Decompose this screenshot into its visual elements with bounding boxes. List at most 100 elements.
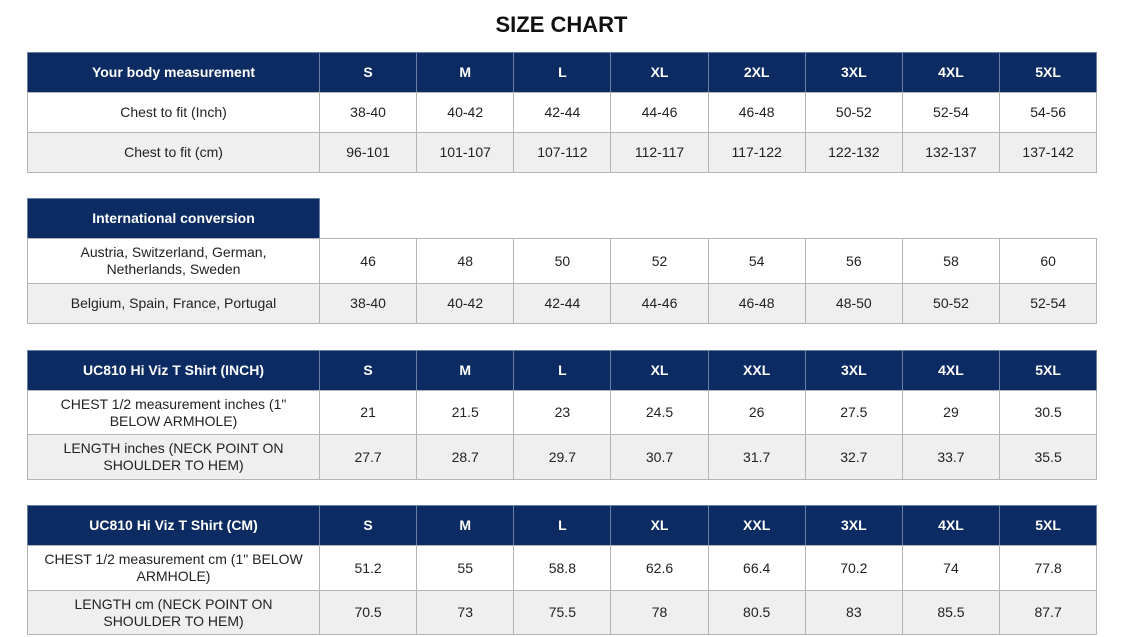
header-cell: 5XL	[999, 350, 1098, 391]
row-label: Chest to fit (Inch)	[27, 92, 320, 133]
table-cell: 132-137	[901, 132, 1001, 173]
table-cell: 50-52	[901, 283, 1001, 324]
table-cell: 122-132	[804, 132, 903, 173]
table-cell: 28.7	[416, 434, 515, 480]
header-cell: 3XL	[804, 350, 903, 391]
header-cell: M	[416, 52, 515, 93]
table-cell: 137-142	[999, 132, 1098, 173]
header-cell: Your body measurement	[27, 52, 320, 93]
header-cell: XXL	[707, 505, 806, 546]
table-cell: 52-54	[901, 92, 1001, 133]
table-cell: 56	[804, 238, 903, 284]
table-cell: 70.2	[804, 545, 903, 591]
table-cell: 54	[707, 238, 806, 284]
table-cell: 73	[416, 590, 515, 635]
table-cell: 33.7	[901, 434, 1001, 480]
header-cell: S	[319, 505, 418, 546]
header-cell: 4XL	[901, 52, 1001, 93]
table-cell: 24.5	[610, 390, 709, 435]
table-cell: 31.7	[707, 434, 806, 480]
table-cell: 85.5	[901, 590, 1001, 635]
header-cell: International conversion	[27, 198, 320, 239]
table-cell: 78	[610, 590, 709, 635]
header-cell: 3XL	[804, 505, 903, 546]
table-cell: 46-48	[707, 283, 806, 324]
header-cell: L	[513, 350, 612, 391]
header-cell: 4XL	[901, 350, 1001, 391]
table-cell: 62.6	[610, 545, 709, 591]
table-cell: 50-52	[804, 92, 903, 133]
table-cell: 48-50	[804, 283, 903, 324]
table-cell: 52	[610, 238, 709, 284]
page-title: SIZE CHART	[495, 12, 628, 37]
header-cell: XL	[610, 505, 709, 546]
table-cell: 101-107	[416, 132, 515, 173]
table-cell: 26	[707, 390, 806, 435]
table-cell: 96-101	[319, 132, 418, 173]
row-label: Belgium, Spain, France, Portugal	[27, 283, 320, 324]
table-cell: 112-117	[610, 132, 709, 173]
header-cell: 4XL	[901, 505, 1001, 546]
row-label: Austria, Switzerland, German, Netherland…	[27, 238, 320, 284]
table-cell: 40-42	[416, 283, 515, 324]
table-cell: 46-48	[707, 92, 806, 133]
row-label: Chest to fit (cm)	[27, 132, 320, 173]
table-cell: 23	[513, 390, 612, 435]
table-cell: 60	[999, 238, 1098, 284]
row-label: LENGTH cm (NECK POINT ON SHOULDER TO HEM…	[27, 590, 320, 635]
header-cell: XL	[610, 52, 709, 93]
table-cell: 38-40	[319, 283, 418, 324]
header-cell: L	[513, 505, 612, 546]
header-cell: S	[319, 350, 418, 391]
header-cell: XXL	[707, 350, 806, 391]
table-cell: 21	[319, 390, 418, 435]
row-label: CHEST 1/2 measurement inches (1" BELOW A…	[27, 390, 320, 435]
header-cell: XL	[610, 350, 709, 391]
header-cell: 2XL	[707, 52, 806, 93]
table-cell: 66.4	[707, 545, 806, 591]
header-cell: M	[416, 350, 515, 391]
table-cell: 30.5	[999, 390, 1098, 435]
table-cell: 70.5	[319, 590, 418, 635]
header-cell: UC810 Hi Viz T Shirt (CM)	[27, 505, 320, 546]
table-cell: 38-40	[319, 92, 418, 133]
table-cell: 58	[901, 238, 1001, 284]
table-cell: 29.7	[513, 434, 612, 480]
header-cell: 5XL	[999, 52, 1098, 93]
table-cell: 87.7	[999, 590, 1098, 635]
table-cell: 42-44	[513, 92, 612, 133]
header-cell: M	[416, 505, 515, 546]
table-cell: 107-112	[513, 132, 612, 173]
header-cell: 5XL	[999, 505, 1098, 546]
table-cell: 21.5	[416, 390, 515, 435]
row-label: LENGTH inches (NECK POINT ON SHOULDER TO…	[27, 434, 320, 480]
table-cell: 29	[901, 390, 1001, 435]
table-cell: 58.8	[513, 545, 612, 591]
header-cell: S	[319, 52, 418, 93]
header-cell: UC810 Hi Viz T Shirt (INCH)	[27, 350, 320, 391]
table-cell: 75.5	[513, 590, 612, 635]
table-cell: 48	[416, 238, 515, 284]
table-cell: 117-122	[707, 132, 806, 173]
table-cell: 51.2	[319, 545, 418, 591]
table-cell: 74	[901, 545, 1001, 591]
table-cell: 30.7	[610, 434, 709, 480]
table-cell: 50	[513, 238, 612, 284]
table-cell: 83	[804, 590, 903, 635]
header-cell: L	[513, 52, 612, 93]
table-cell: 52-54	[999, 283, 1098, 324]
table-cell: 80.5	[707, 590, 806, 635]
row-label: CHEST 1/2 measurement cm (1" BELOW ARMHO…	[27, 545, 320, 591]
table-cell: 27.5	[804, 390, 903, 435]
table-cell: 32.7	[804, 434, 903, 480]
table-cell: 46	[319, 238, 418, 284]
table-cell: 27.7	[319, 434, 418, 480]
table-cell: 40-42	[416, 92, 515, 133]
table-cell: 77.8	[999, 545, 1098, 591]
table-cell: 42-44	[513, 283, 612, 324]
header-cell: 3XL	[804, 52, 903, 93]
table-cell: 54-56	[999, 92, 1098, 133]
table-cell: 44-46	[610, 283, 709, 324]
table-cell: 35.5	[999, 434, 1098, 480]
